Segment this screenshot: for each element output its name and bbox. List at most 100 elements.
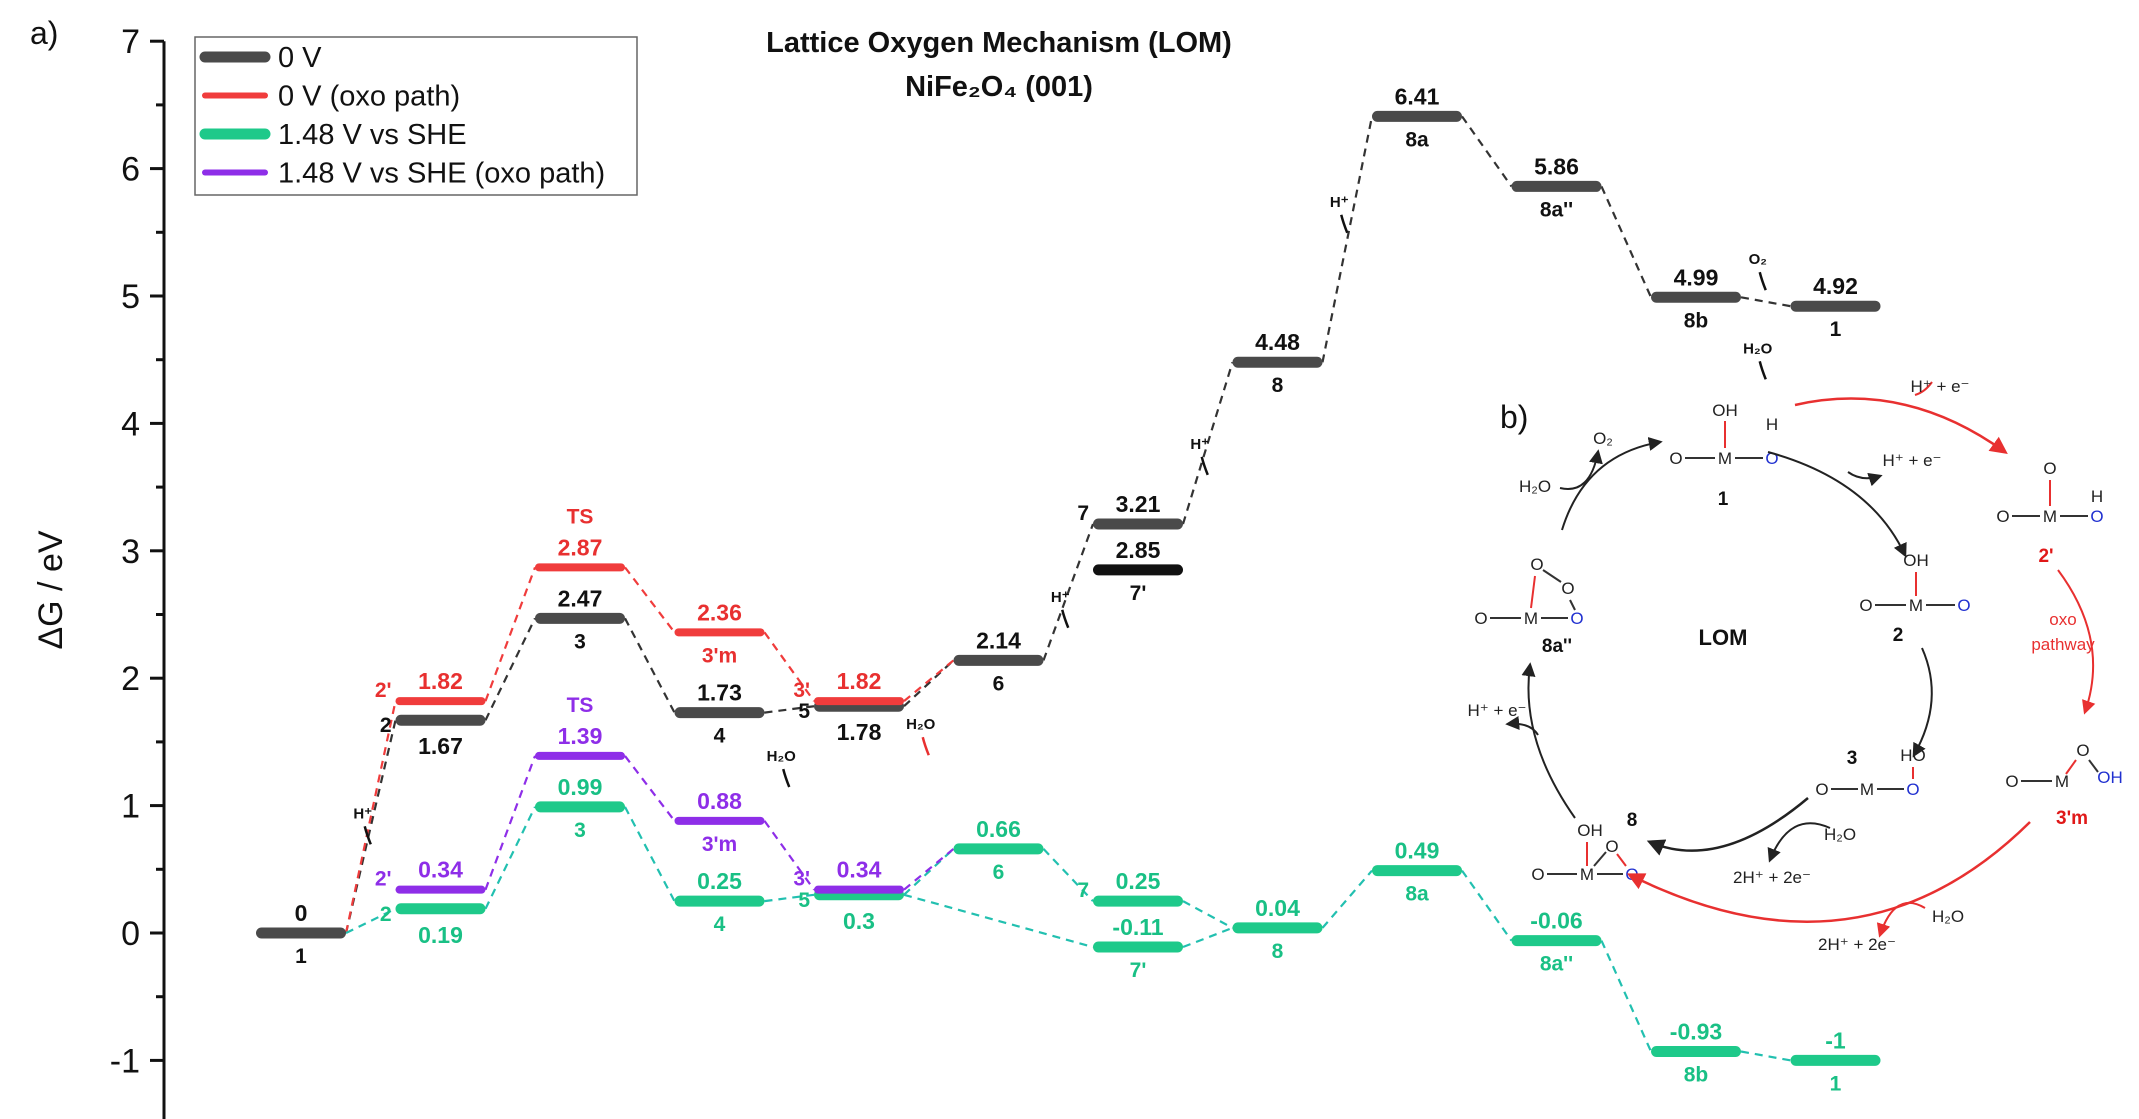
atom-m: M (2055, 772, 2069, 791)
connector-lines (344, 115, 1791, 1062)
energy-level-bar (256, 927, 346, 939)
state-label: 2' (375, 868, 392, 891)
reagent-h2o: H₂O (1824, 825, 1856, 844)
species-label: 2' (2038, 546, 2053, 567)
atom-o: O (1859, 596, 1872, 615)
atom-m: M (1524, 609, 1538, 628)
legend-label: 1.48 V vs SHE (278, 119, 467, 151)
state-label: 8a'' (1540, 198, 1573, 221)
atom-o: O (2005, 772, 2018, 791)
reagent-h-e-red: H⁺ + e⁻ (1910, 377, 1969, 396)
legend-label: 0 V (278, 42, 322, 74)
connector-line (1461, 869, 1513, 942)
reagent-h2o: H₂O (1932, 907, 1964, 926)
side-arrow-o2 (1559, 449, 1603, 490)
reagent-o2: O₂ (1593, 429, 1613, 448)
energy-level-bar (1232, 356, 1323, 368)
connector-line (763, 820, 815, 891)
connector-line (484, 566, 537, 702)
species-label: 8a'' (1542, 636, 1572, 657)
y-tick-label: 7 (121, 23, 140, 61)
energy-level-bar (1232, 922, 1323, 934)
energy-level-bar (1790, 1054, 1881, 1066)
state-label: 8a (1405, 128, 1429, 151)
connector-line (1321, 869, 1373, 929)
y-tick-label: 4 (121, 405, 140, 443)
state-label: 4 (714, 913, 726, 936)
energy-level-bar (1651, 1045, 1741, 1057)
state-label: 8a'' (1540, 953, 1573, 976)
connector-line (344, 700, 397, 934)
state-label: 7 (1077, 879, 1089, 902)
arrow-3-to-8 (1646, 797, 1809, 856)
connector-line (1321, 116, 1374, 363)
curved-arrow-icon (363, 826, 372, 845)
level-value: 5.86 (1534, 153, 1579, 179)
state-label: 2 (380, 714, 392, 737)
side-arrow (1505, 716, 1539, 736)
level-value: 0.19 (418, 922, 463, 948)
connector-line (484, 806, 536, 910)
connector-line (1740, 1050, 1791, 1062)
reagent-h-e: H⁺ + e⁻ (1882, 451, 1941, 470)
level-value: -0.93 (1670, 1018, 1722, 1044)
oxo-label: oxo (2049, 610, 2076, 629)
atom-o: O (1531, 865, 1544, 884)
atom-o: O (2076, 741, 2089, 760)
connector-line (1600, 940, 1653, 1052)
energy-level-bar (1093, 564, 1183, 576)
step-annotations: H⁺ H₂O H₂O H⁺ H⁺ H⁺ O₂ H₂O (353, 194, 1773, 845)
energy-level-bar (535, 751, 625, 760)
atom-h: H (2091, 487, 2103, 506)
annotation-label: H⁺ (1330, 194, 1349, 211)
atom-oh: OH (1712, 401, 1738, 420)
state-label: 8b (1684, 1063, 1709, 1086)
level-value: -0.11 (1112, 914, 1163, 940)
level-value: 1.73 (697, 680, 742, 706)
state-label: 6 (993, 672, 1005, 695)
curved-arrow-icon (1758, 271, 1767, 291)
state-label: 5 (798, 889, 810, 912)
lom-scheme: b) LOM OH O M O H 1 O O M O H 2' OH (1467, 377, 2122, 954)
legend-label: 1.48 V vs SHE (oxo path) (278, 158, 605, 190)
connector-line (1182, 900, 1234, 929)
connector-line (763, 631, 815, 702)
arrow-1-to-2 (1767, 451, 1907, 558)
energy-level-bar (1093, 895, 1183, 907)
state-label: 1 (295, 945, 307, 968)
energy-level-bar (1093, 941, 1183, 953)
state-label: 1 (1830, 1072, 1842, 1095)
species-2: OH O M O 2 (1859, 551, 1970, 646)
atom-ho: HO (1900, 746, 1926, 765)
state-label: 8a (1405, 883, 1429, 906)
state-label: 7' (1130, 959, 1147, 982)
level-value: 0.99 (558, 774, 603, 800)
level-value: 0.25 (697, 868, 742, 894)
connector-line (903, 659, 955, 702)
side-arrow-red-h2o (1876, 902, 1926, 938)
state-label: 2' (375, 679, 392, 702)
y-tick-label: 5 (121, 278, 140, 316)
species-3-prime-m: O O M OH 3'm (2005, 741, 2122, 829)
arrow-8-to-8a (1521, 662, 1576, 819)
level-value: 0.88 (697, 788, 742, 814)
energy-level-bar (674, 895, 765, 907)
energy-level-bar (1511, 935, 1602, 947)
connector-line (1461, 115, 1513, 188)
state-label: 6 (993, 861, 1005, 884)
state-label: 3'm (702, 644, 737, 667)
side-arrow-h2o (1767, 822, 1831, 863)
species-label: 3 (1847, 748, 1858, 769)
ts-label: TS (567, 505, 594, 528)
atom-m: M (1860, 780, 1874, 799)
arrow-2-to-3 (1912, 647, 1933, 758)
atom-o-lattice: O (1906, 780, 1919, 799)
energy-level-bar (1093, 518, 1183, 530)
energy-levels: 0 1 2 1.67 2.47 3 1.73 4 5 1.78 2.14 6 7 3.21 2.85 7' 4.… (256, 83, 1881, 1095)
arrow-8a-to-1 (1561, 437, 1663, 531)
legend-label: 0 V (oxo path) (278, 81, 460, 113)
level-value: 0 (295, 900, 308, 926)
y-tick-label: 2 (121, 660, 140, 698)
curved-arrow-icon (1200, 456, 1209, 476)
level-value: 1.78 (837, 719, 882, 745)
